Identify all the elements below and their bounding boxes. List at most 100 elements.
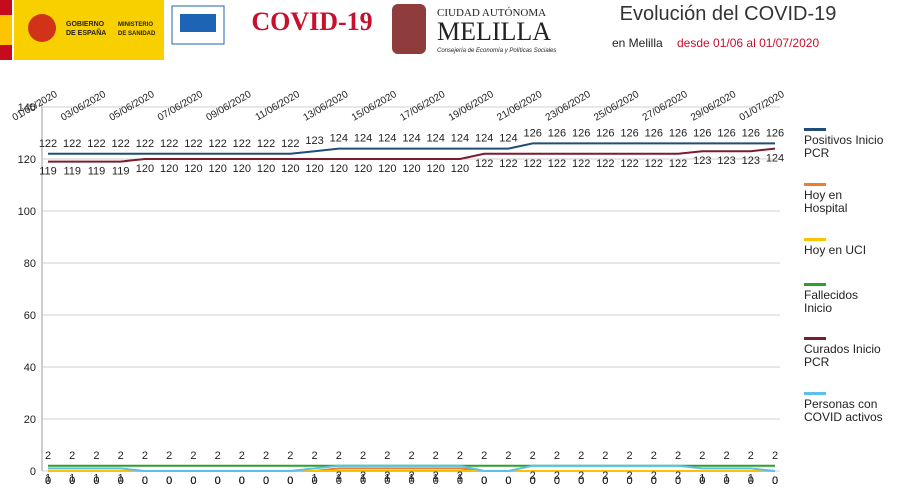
data-label: 126	[693, 127, 711, 139]
data-label: 1	[45, 472, 51, 484]
data-label: 120	[208, 163, 226, 175]
legend-label: Fallecidos Inicio	[804, 288, 859, 315]
data-label: 0	[578, 475, 584, 487]
data-label: 0	[142, 475, 148, 487]
data-label: 119	[63, 166, 81, 178]
data-label: 119	[39, 166, 57, 178]
data-label: 126	[548, 127, 566, 139]
data-label: 0	[530, 475, 536, 487]
data-label: 0	[69, 475, 75, 487]
data-label: 126	[717, 127, 735, 139]
data-label: 0	[93, 475, 99, 487]
data-label: 1	[384, 472, 390, 484]
data-label: 0	[505, 475, 511, 487]
x-tick-label: 11/06/2020	[254, 89, 303, 123]
data-label: 0	[481, 475, 487, 487]
data-label: 0	[45, 475, 51, 487]
legend-item: Hoy en Hospital	[804, 183, 884, 215]
data-label: 122	[669, 158, 687, 170]
data-label: 120	[451, 163, 469, 175]
data-label: 2	[578, 450, 584, 462]
data-label: 2	[699, 450, 705, 462]
data-label: 1	[408, 472, 414, 484]
data-label: 119	[112, 166, 130, 178]
legend-swatch	[804, 183, 826, 186]
data-label: 124	[354, 133, 372, 145]
data-label: 2	[408, 450, 414, 462]
data-label: 0	[263, 475, 269, 487]
data-label: 124	[330, 133, 348, 145]
y-tick-label: 140	[18, 102, 36, 114]
data-label: 0	[215, 475, 221, 487]
data-label: 0	[651, 475, 657, 487]
gov-logo: GOBIERNO DE ESPAÑA MINISTERIO DE SANIDAD	[0, 0, 225, 60]
data-label: 0	[215, 475, 221, 487]
data-label: 122	[523, 158, 541, 170]
covid-logo: COVID-19	[251, 7, 372, 36]
data-label: 2	[45, 450, 51, 462]
city-dept: Consejería de Economía y Políticas Socia…	[437, 48, 556, 54]
data-label: 2	[384, 450, 390, 462]
data-label: 122	[208, 138, 226, 150]
data-label: 120	[354, 163, 372, 175]
legend-swatch	[804, 392, 826, 395]
chart-subtitle-range: desde 01/06 al 01/07/2020	[677, 36, 819, 50]
data-label: 0	[723, 475, 729, 487]
data-label: 0	[554, 475, 560, 487]
data-label: 2	[360, 450, 366, 462]
data-label: 2	[336, 450, 342, 462]
data-label: 2	[748, 450, 754, 462]
data-label: 122	[63, 138, 81, 150]
legend-item: Positivos Inicio PCR	[804, 128, 884, 160]
data-label: 2	[505, 450, 511, 462]
data-label: 2	[627, 470, 633, 482]
data-label: 123	[305, 135, 323, 147]
x-tick-label: 03/06/2020	[59, 89, 108, 124]
data-label: 0	[239, 475, 245, 487]
x-tick-label: 07/06/2020	[156, 89, 205, 124]
ministry-text: MINISTERIO	[118, 22, 153, 28]
series-line	[48, 464, 776, 472]
data-label: 2	[312, 450, 318, 462]
data-label: 0	[772, 475, 778, 487]
data-label: 0	[675, 475, 681, 487]
data-label: 122	[184, 138, 202, 150]
data-label: 2	[554, 450, 560, 462]
data-label: 0	[530, 475, 536, 487]
data-label: 124	[427, 133, 445, 145]
data-label: 2	[287, 450, 293, 462]
data-label: 0	[93, 475, 99, 487]
data-label: 2	[93, 450, 99, 462]
ministry-text: DE SANIDAD	[118, 31, 156, 37]
health-logo-mark	[180, 14, 216, 32]
data-label: 2	[457, 450, 463, 462]
data-label: 120	[136, 163, 154, 175]
data-label: 0	[772, 475, 778, 487]
data-label: 0	[190, 475, 196, 487]
data-label: 0	[578, 475, 584, 487]
data-label: 0	[287, 475, 293, 487]
data-label: 0	[481, 475, 487, 487]
gov-text: GOBIERNO	[66, 21, 105, 28]
data-label: 0	[263, 475, 269, 487]
data-label: 2	[481, 450, 487, 462]
data-label: 2	[384, 470, 390, 482]
y-tick-label: 60	[24, 310, 36, 322]
x-tick-label: 05/06/2020	[108, 89, 157, 124]
data-label: 2	[651, 450, 657, 462]
data-label: 124	[451, 133, 469, 145]
data-label: 0	[360, 475, 366, 487]
data-label: 0	[772, 475, 778, 487]
data-label: 120	[427, 163, 445, 175]
x-tick-label: 19/06/2020	[447, 89, 496, 124]
city-shield	[392, 4, 426, 54]
data-label: 0	[69, 475, 75, 487]
data-label: 0	[239, 475, 245, 487]
x-tick-label: 23/06/2020	[544, 89, 593, 124]
data-label: 2	[602, 450, 608, 462]
data-label: 123	[717, 155, 735, 167]
data-label: 126	[620, 127, 638, 139]
data-label: 122	[112, 138, 130, 150]
data-label: 122	[572, 158, 590, 170]
legend-label: Positivos Inicio PCR	[804, 133, 884, 160]
